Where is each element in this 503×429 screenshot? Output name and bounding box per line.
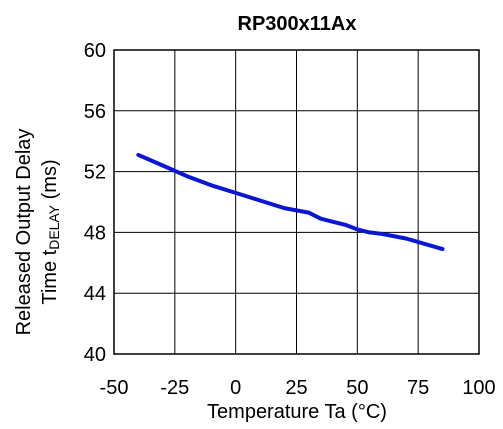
x-axis-label-unit: °C <box>358 401 380 423</box>
y-tick-label: 40 <box>84 344 106 366</box>
y-axis-label-prefix: Time t <box>39 249 61 304</box>
x-tick-label: 0 <box>230 377 241 399</box>
y-axis-label-line2: Time tDELAY (ms) <box>39 159 62 304</box>
y-axis-label: Released Output Delay Time tDELAY (ms) <box>13 129 62 336</box>
y-tick-label: 48 <box>84 222 106 244</box>
y-tick-label: 44 <box>84 283 106 305</box>
y-tick-labels: 40 44 48 52 56 60 <box>84 40 106 366</box>
x-tick-labels: -50 -25 0 25 50 75 100 <box>100 377 496 399</box>
y-axis-label-suffix: (ms) <box>39 159 61 205</box>
x-tick-label: -50 <box>100 377 129 399</box>
x-axis-label: Temperature Ta (°C) <box>207 401 387 423</box>
plot-frame <box>113 49 480 355</box>
series-line <box>136 152 445 252</box>
y-tick-label: 60 <box>84 40 106 62</box>
grid <box>114 50 479 354</box>
x-tick-label: 75 <box>407 377 429 399</box>
x-axis-label-close: ) <box>380 401 387 423</box>
chart-title: RP300x11Ax <box>238 13 357 35</box>
x-tick-label: 50 <box>346 377 368 399</box>
x-tick-label: -25 <box>160 377 189 399</box>
x-axis-label-main: Temperature Ta ( <box>207 401 358 423</box>
y-tick-label: 56 <box>84 101 106 123</box>
y-tick-label: 52 <box>84 162 106 184</box>
x-tick-label: 100 <box>462 377 495 399</box>
y-axis-label-subscript: DELAY <box>46 204 62 250</box>
x-tick-label: 25 <box>285 377 307 399</box>
y-axis-label-line1: Released Output Delay <box>13 129 35 336</box>
